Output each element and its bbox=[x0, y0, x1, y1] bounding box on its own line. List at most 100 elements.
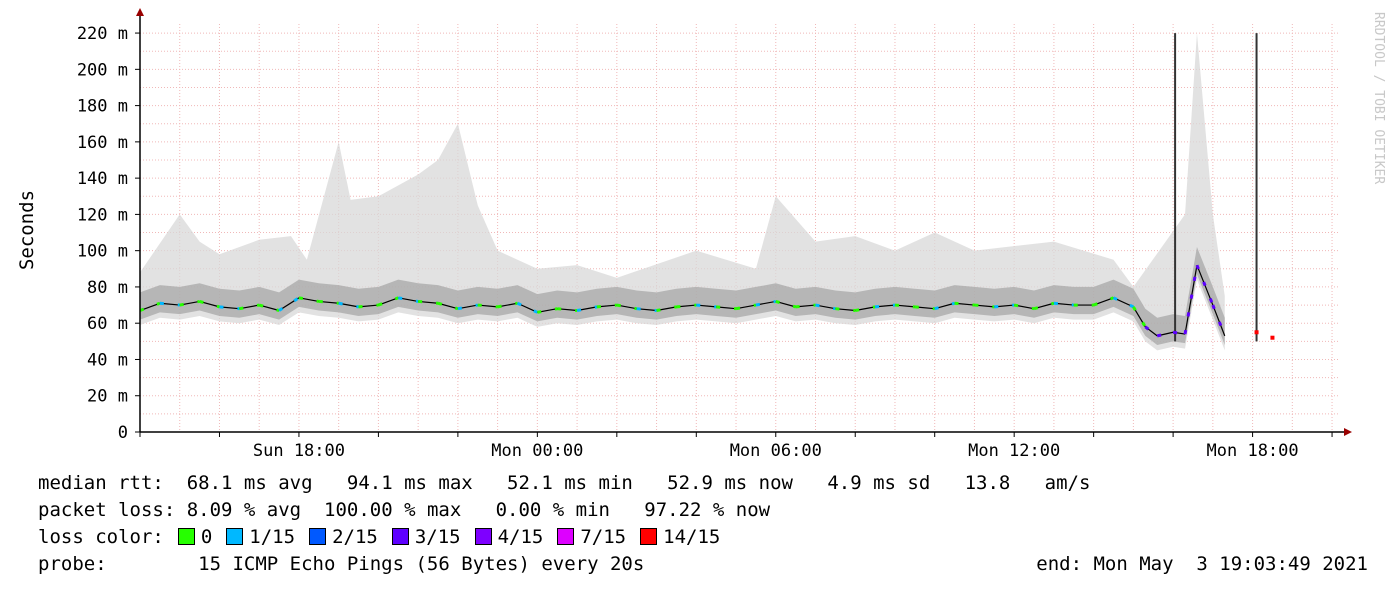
median-loss-color bbox=[318, 299, 339, 305]
x-tick-label: Mon 18:00 bbox=[1207, 441, 1299, 461]
median-loss-color bbox=[755, 299, 777, 307]
median-loss-color bbox=[1053, 301, 1074, 307]
loss-color-swatch bbox=[309, 528, 327, 545]
median-loss-color bbox=[1033, 301, 1055, 311]
y-axis-arrow bbox=[136, 8, 144, 16]
loss-color-swatch bbox=[226, 528, 244, 545]
median-loss-color bbox=[497, 301, 518, 309]
loss-color-entry: 1/15 bbox=[212, 526, 295, 548]
median-loss-color bbox=[934, 301, 955, 311]
loss-color-value: 14/15 bbox=[663, 526, 721, 548]
median-loss-color bbox=[199, 299, 220, 309]
smoke-band bbox=[140, 33, 1225, 351]
loss-color-value: 0 bbox=[200, 526, 213, 548]
legend-packet-loss: packet loss: 8.09 % avg 100.00 % max 0.0… bbox=[38, 497, 770, 523]
loss-color-swatch bbox=[640, 528, 658, 545]
median-loss-color bbox=[1093, 296, 1115, 307]
loss-color-value: 2/15 bbox=[332, 526, 378, 548]
loss-color-entry: 0 bbox=[164, 526, 212, 548]
median-loss-color bbox=[477, 303, 498, 309]
loss-color-entry: 4/15 bbox=[461, 526, 544, 548]
median-loss-color bbox=[616, 303, 637, 311]
median-loss-color bbox=[854, 305, 876, 312]
median-rtt-label: median rtt: bbox=[38, 472, 164, 494]
y-tick-label: 40 m bbox=[87, 350, 128, 370]
median-loss-color bbox=[636, 307, 657, 313]
y-tick-label: 180 m bbox=[77, 97, 128, 117]
median-loss-color bbox=[874, 303, 896, 309]
median-loss-color bbox=[437, 301, 459, 311]
y-tick-label: 0 bbox=[118, 423, 128, 443]
loss-color-swatch bbox=[557, 528, 575, 545]
y-tick-label: 20 m bbox=[87, 387, 128, 407]
median-loss-color bbox=[1195, 264, 1215, 306]
median-loss-color bbox=[676, 303, 697, 309]
median-loss-color bbox=[557, 307, 578, 313]
y-axis-label: Seconds bbox=[16, 190, 38, 270]
median-loss-color bbox=[1172, 330, 1186, 336]
axes bbox=[136, 8, 1352, 436]
median-loss-color bbox=[1156, 330, 1174, 338]
x-axis-ticks: Sun 18:00 Mon 00:00 Mon 06:00 Mon 12:00 Mon … bbox=[139, 432, 1333, 461]
median-loss-color bbox=[358, 303, 379, 309]
smoke-area bbox=[140, 33, 1258, 351]
median-loss-color bbox=[219, 305, 240, 311]
loss-color-value: 4/15 bbox=[497, 526, 544, 548]
median-loss-color bbox=[914, 305, 935, 311]
loss-color-entries: 0 1/15 2/15 3/15 4/15 7/15 14/15 bbox=[164, 526, 720, 548]
loss-color-entry: 14/15 bbox=[626, 526, 720, 548]
median-loss-color bbox=[815, 303, 836, 311]
legend-median-rtt: median rtt: 68.1 ms avg 94.1 ms max 52.1… bbox=[38, 470, 1090, 496]
median-point-loss bbox=[1254, 330, 1259, 335]
median-rtt-values: 68.1 ms avg 94.1 ms max 52.1 ms min 52.9… bbox=[186, 472, 1091, 494]
median-point-loss bbox=[1270, 335, 1275, 340]
loss-color-value: 3/15 bbox=[414, 526, 461, 548]
y-tick-label: 220 m bbox=[77, 24, 128, 44]
x-tick-label: Sun 18:00 bbox=[253, 441, 345, 461]
median-loss-color bbox=[537, 307, 558, 314]
y-tick-label: 100 m bbox=[77, 242, 128, 262]
median-loss-color bbox=[516, 301, 538, 314]
end-timestamp: end: Mon May 3 19:03:49 2021 bbox=[1036, 553, 1368, 575]
median-loss-color bbox=[1112, 296, 1135, 309]
loss-color-swatch bbox=[474, 528, 492, 545]
probe-value: 15 ICMP Echo Pings (56 Bytes) every 20s bbox=[198, 553, 645, 575]
median-loss-color bbox=[974, 303, 995, 309]
median-loss-color bbox=[179, 299, 200, 307]
median-loss-color bbox=[139, 301, 161, 312]
median-loss-color bbox=[775, 299, 797, 309]
rtt-chart: 0 20 m 40 m 60 m 80 m 100 m 120 m 140 m 160 m 180… bbox=[16, 8, 1386, 461]
median-loss-color bbox=[298, 296, 320, 303]
rrdtool-watermark: RRDTOOL / TOBI OETIKER bbox=[1371, 12, 1386, 184]
packet-loss-label: packet loss: bbox=[38, 499, 176, 521]
median-loss-color bbox=[1144, 325, 1159, 338]
packet-loss-values: 8.09 % avg 100.00 % max 0.00 % min 97.22… bbox=[186, 499, 771, 521]
median-loss-color bbox=[735, 303, 757, 311]
x-axis-arrow bbox=[1344, 428, 1352, 436]
probe-label: probe: bbox=[38, 553, 107, 575]
loss-color-entry: 3/15 bbox=[378, 526, 461, 548]
median-loss-color bbox=[258, 303, 280, 312]
loss-color-entry: 2/15 bbox=[295, 526, 378, 548]
y-tick-label: 80 m bbox=[87, 278, 128, 298]
median-loss-color bbox=[338, 301, 359, 309]
median-loss-color bbox=[377, 296, 399, 307]
median-loss-color bbox=[994, 303, 1015, 309]
median-loss-color bbox=[159, 301, 180, 307]
median-loss-color bbox=[239, 303, 260, 311]
loss-color-swatch bbox=[177, 528, 195, 545]
median-loss-color bbox=[696, 303, 717, 309]
loss-color-value: 7/15 bbox=[580, 526, 627, 548]
x-tick-label: Mon 12:00 bbox=[968, 441, 1060, 461]
median-loss-color bbox=[596, 303, 617, 309]
y-tick-label: 160 m bbox=[77, 133, 128, 153]
loss-color-entry: 7/15 bbox=[543, 526, 626, 548]
median-loss-color bbox=[418, 299, 439, 305]
median-loss-color bbox=[576, 305, 598, 312]
median-loss-color bbox=[795, 303, 816, 309]
median-loss-color bbox=[716, 305, 737, 311]
y-tick-label: 200 m bbox=[77, 60, 128, 80]
x-tick-label: Mon 06:00 bbox=[730, 441, 822, 461]
median-loss-color bbox=[656, 305, 677, 312]
loss-color-value: 1/15 bbox=[249, 526, 296, 548]
